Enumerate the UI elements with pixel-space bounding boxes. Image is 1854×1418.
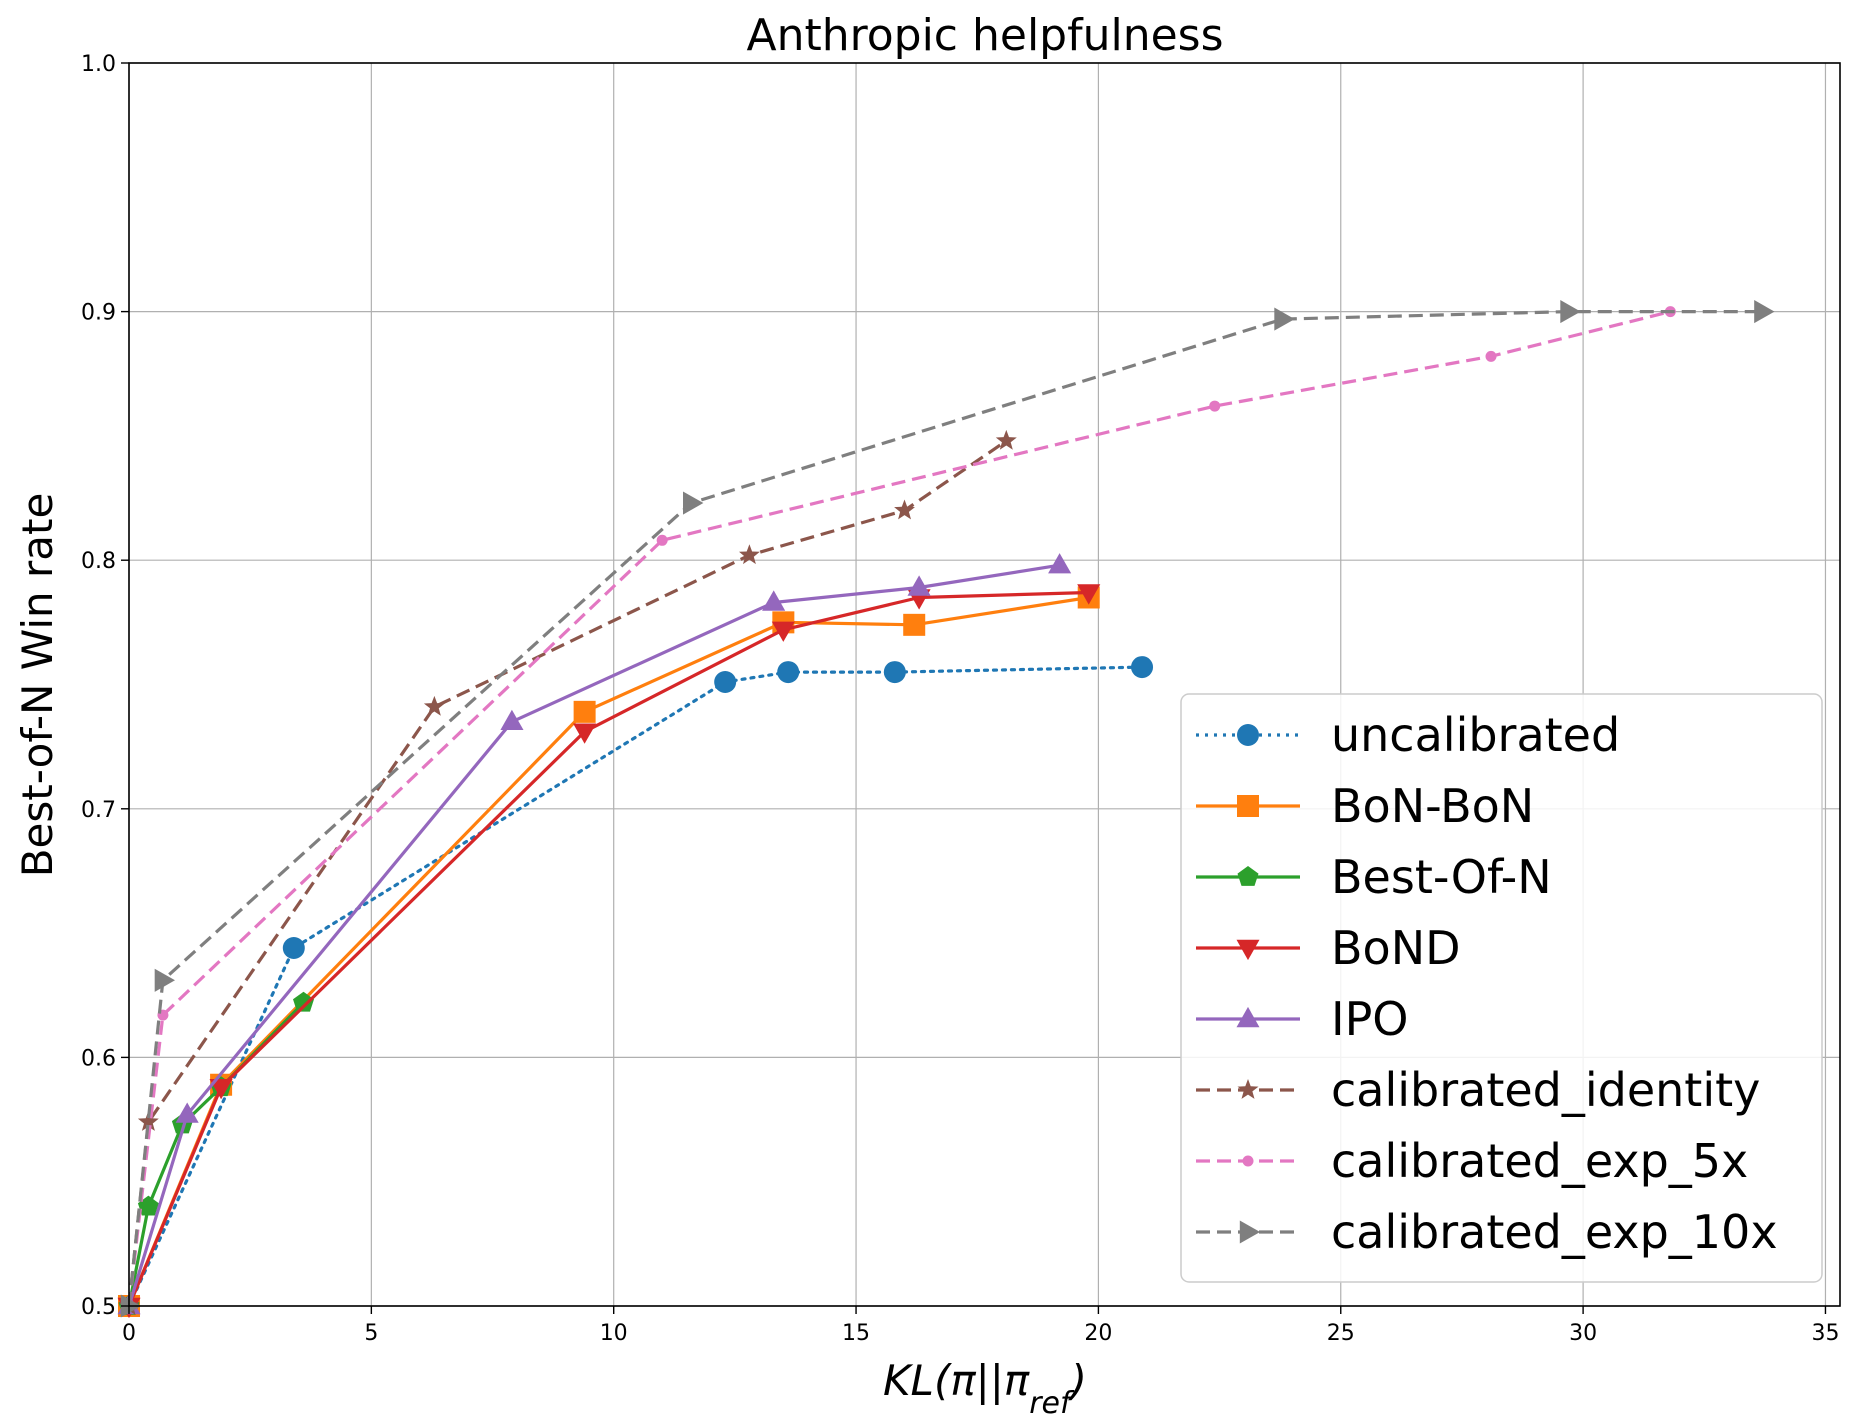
data-point-calibrated-exp-10x — [683, 491, 704, 515]
series-line-ipo — [127, 563, 1060, 1307]
legend-marker-calibrated-exp-10x — [1239, 1220, 1261, 1244]
data-point-calibrated-identity — [739, 544, 760, 565]
data-point-bond — [573, 723, 597, 744]
data-point-uncalibrated — [883, 661, 906, 684]
ticks: 0 5 10 15 20 25 30 35 0.5 0.6 0.7 0.8 0.9 1.0 — [81, 52, 1839, 1346]
series-line-calibrated-exp-10x — [127, 310, 1763, 1307]
x-tick-label: 35 — [1811, 1321, 1839, 1346]
legend-label-ipo: IPO — [1331, 992, 1409, 1046]
series-line-bond — [127, 590, 1089, 1307]
legend-label-calibrated-identity: calibrated_identity — [1331, 1063, 1760, 1117]
legend-box — [1180, 693, 1823, 1283]
x-tick-label: 5 — [364, 1321, 378, 1346]
data-point-bond — [209, 1079, 233, 1100]
data-point-calibrated-exp-10x — [1274, 307, 1295, 331]
legend-label-bond: BoND — [1331, 921, 1461, 975]
legend-label-calibrated-exp-10x: calibrated_exp_10x — [1331, 1205, 1778, 1259]
x-axis-label-close: ) — [1068, 1356, 1087, 1405]
legend-label-best-of-n: Best-Of-N — [1331, 850, 1552, 904]
legend-label-calibrated-exp-5x: calibrated_exp_5x — [1331, 1134, 1748, 1188]
legend-marker-calibrated-identity — [1237, 1079, 1259, 1099]
data-point-bon-bon — [573, 700, 596, 723]
series-line-uncalibrated — [127, 665, 1144, 1308]
legend-entry-calibrated-exp-5x: calibrated_exp_5x — [1196, 1134, 1748, 1188]
legend-label-bon-bon: BoN-BoN — [1331, 779, 1534, 833]
x-tick-label: 25 — [1327, 1321, 1355, 1346]
legend-entry-calibrated-exp-10x: calibrated_exp_10x — [1196, 1205, 1778, 1259]
y-tick-label: 1.0 — [81, 52, 116, 77]
data-point-bond — [1077, 584, 1101, 605]
data-point-calibrated-exp-5x — [1485, 350, 1497, 362]
data-point-ipo — [175, 1102, 199, 1123]
x-axis-label-subscript: ref — [1029, 1386, 1075, 1418]
data-point-calibrated-exp-5x — [656, 534, 668, 546]
legend-marker-ipo — [1236, 1006, 1260, 1028]
data-point-uncalibrated — [777, 661, 800, 684]
data-point-uncalibrated — [714, 671, 737, 694]
data-point-uncalibrated — [1131, 656, 1154, 679]
y-tick-label: 0.6 — [81, 1046, 116, 1071]
data-point-bon-bon — [903, 613, 926, 636]
legend-marker-calibrated-exp-5x — [1242, 1155, 1254, 1167]
y-tick-label: 0.5 — [81, 1295, 116, 1320]
data-point-ipo — [500, 709, 524, 730]
y-tick-label: 0.7 — [81, 798, 116, 823]
data-point-calibrated-exp-10x — [154, 968, 175, 992]
data-point-best-of-n — [293, 991, 314, 1012]
legend-marker-bond — [1236, 939, 1260, 961]
y-axis-label: Best-of-N Win rate — [13, 493, 62, 878]
legend-entry-calibrated-identity: calibrated_identity — [1196, 1063, 1760, 1117]
data-point-best-of-n — [137, 1195, 159, 1216]
data-point-calibrated-identity — [423, 695, 445, 716]
data-point-uncalibrated — [282, 937, 305, 960]
data-point-ipo — [1048, 553, 1072, 574]
legend-marker-bon-bon — [1237, 795, 1259, 817]
x-tick-label: 30 — [1569, 1321, 1597, 1346]
x-axis-label: KL(π||πref) — [883, 1356, 1087, 1418]
legend-entry-uncalibrated: uncalibrated — [1196, 708, 1620, 762]
legend-entry-bon-bon: BoN-BoN — [1196, 779, 1534, 833]
data-point-calibrated-exp-10x — [1754, 300, 1775, 324]
data-point-ipo — [907, 575, 931, 596]
x-tick-label: 10 — [600, 1321, 628, 1346]
legend-entry-bond: BoND — [1196, 921, 1461, 975]
x-tick-label: 20 — [1084, 1321, 1112, 1346]
legend-entry-ipo: IPO — [1196, 992, 1409, 1046]
data-point-ipo — [762, 590, 786, 611]
data-point-calibrated-identity — [137, 1111, 159, 1131]
legend-marker-uncalibrated — [1237, 724, 1259, 746]
series-layer — [117, 300, 1775, 1319]
series-calibrated-exp-10x — [120, 300, 1775, 1318]
data-point-calibrated-identity — [995, 429, 1017, 450]
chart-title: Anthropic helpfulness — [746, 10, 1223, 61]
data-point-bond — [771, 621, 795, 642]
data-point-calibrated-identity — [894, 499, 915, 520]
legend-label-uncalibrated: uncalibrated — [1331, 708, 1620, 762]
x-tick-label: 0 — [122, 1321, 136, 1346]
x-tick-label: 15 — [842, 1321, 870, 1346]
plot-frame — [128, 62, 1841, 1307]
data-point-calibrated-exp-10x — [1560, 300, 1581, 324]
series-calibrated-exp-5x — [123, 306, 1676, 1312]
legend: uncalibrated BoN-BoN Best-Of-N BoND IPO calib… — [1180, 693, 1823, 1283]
y-tick-label: 0.8 — [81, 549, 116, 574]
data-point-calibrated-exp-5x — [1209, 400, 1221, 412]
legend-marker-best-of-n — [1237, 866, 1259, 886]
series-line-calibrated-exp-5x — [127, 310, 1671, 1307]
legend-entry-best-of-n: Best-Of-N — [1196, 850, 1552, 904]
y-tick-label: 0.9 — [81, 301, 116, 326]
x-axis-label-main: KL(π||π — [883, 1356, 1030, 1405]
